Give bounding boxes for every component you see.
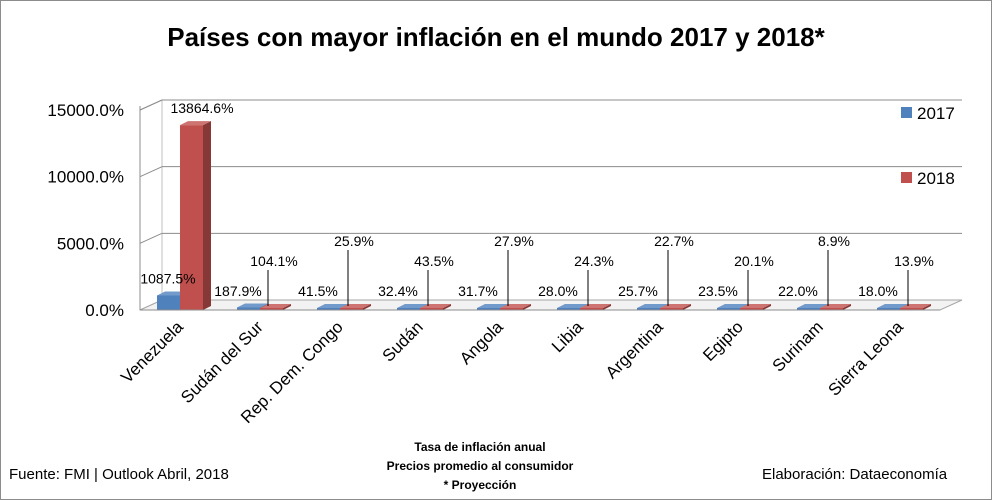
bar-2018-front [820,308,843,310]
bar-2017-front [877,308,900,310]
legend-swatch-2017 [901,107,912,118]
legend-label-2017: 2017 [917,104,955,123]
note-line-3: * Proyección [443,478,517,492]
bar-2017-top [557,304,588,308]
x-category-label: Surinam [769,317,827,375]
chart-title: Países con mayor inflación en el mundo 2… [167,22,825,52]
data-label-2017: 32.4% [378,283,418,299]
bar-2018-front [260,308,283,310]
bar-2018-side [523,304,531,310]
bar-2018-front [180,125,203,310]
bar-2018-side [603,304,611,310]
bar-2017-top [477,304,508,308]
y-tick-label: 5000.0% [57,234,124,253]
gridline-side [139,232,163,244]
x-category-label: Libia [548,317,587,356]
source-text: Fuente: FMI | Outlook Abril, 2018 [9,466,229,483]
bar-2018-top [180,121,211,126]
bar-2017-top [637,304,668,308]
bar-2018-side [363,304,371,310]
bar-2017-front [797,308,820,310]
data-label-2018: 8.9% [818,233,850,249]
bar-2018-side [763,304,771,310]
bar-2018-side [443,304,451,310]
bar-2017-front [637,308,660,310]
bar-2018-front [340,308,363,310]
bar-2017-front [477,308,500,310]
bar-2018-front [580,308,603,310]
data-label-2017: 1087.5% [140,271,195,287]
x-category-label: Sudán [379,317,427,365]
bar-2018 [180,121,211,310]
y-tick-label: 0.0% [85,301,124,320]
data-label-2017: 31.7% [458,283,498,299]
bar-2017-front [157,295,180,310]
bar-2017-top [877,304,908,308]
x-category-label: Sierra Leona [825,317,908,400]
y-tick-label: 10000.0% [47,168,124,187]
data-label-2018: 25.9% [334,233,374,249]
x-category-label: Sudán del Sur [177,317,267,407]
bar-2018-side [923,304,931,310]
data-label-2017: 22.0% [778,283,818,299]
x-category-label: Argentina [602,317,667,382]
bar-2017-top [397,304,428,308]
data-label-2018: 27.9% [494,233,534,249]
data-label-2018: 20.1% [734,253,774,269]
legend-swatch-2018 [901,172,912,183]
note-line-1: Tasa de inflación anual [414,440,546,454]
data-label-2018: 24.3% [574,253,614,269]
data-label-2018: 22.7% [654,233,694,249]
bar-2018-front [900,308,923,310]
bar-2017-front [237,307,260,310]
bar-2017-front [397,308,420,310]
bar-2017-front [717,308,740,310]
bar-2017-top [717,304,748,308]
data-label-2018: 43.5% [414,253,454,269]
data-label-2017: 18.0% [858,283,898,299]
bar-2018-front [660,308,683,310]
note-line-2: Precios promedio al consumidor [386,459,574,473]
x-category-label: Angola [456,317,507,368]
gridline-side [139,99,163,111]
bar-2017-front [317,308,340,310]
bar-2017-top [237,303,268,308]
data-label-2017: 187.9% [214,283,261,299]
bar-2017-top [317,304,348,308]
bar-2018-front [740,308,763,310]
bar-2018-side [843,304,851,310]
bar-2018-side [283,304,291,310]
bar-2018-front [420,308,443,310]
x-category-label: Egipto [699,317,747,365]
y-tick-label: 15000.0% [47,101,124,120]
data-label-2018: 13.9% [894,253,934,269]
bar-2017-front [557,308,580,310]
data-label-2018: 13864.6% [170,100,233,116]
data-label-2017: 25.7% [618,283,658,299]
bar-2017-top [797,304,828,308]
legend-label-2018: 2018 [917,169,955,188]
data-label-2017: 28.0% [538,283,578,299]
bar-2018-side [683,304,691,310]
x-category-label: Venezuela [117,317,187,387]
gridline-side [139,166,163,178]
bar-2018-front [500,308,523,310]
data-label-2018: 104.1% [250,253,297,269]
data-label-2017: 41.5% [298,283,338,299]
bar-2018-side [203,121,211,310]
data-label-2017: 23.5% [698,283,738,299]
credit-text: Elaboración: Dataeconomía [762,466,948,483]
